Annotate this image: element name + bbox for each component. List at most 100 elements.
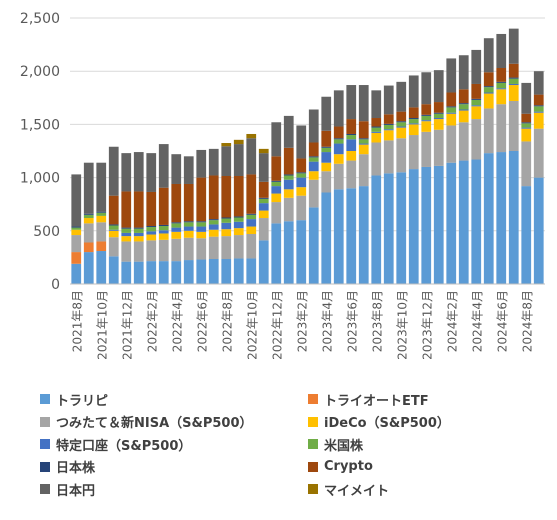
- bar-segment: [146, 227, 157, 232]
- bar-segment: [283, 115, 294, 148]
- bar-segment: [321, 192, 332, 284]
- bar-segment: [346, 119, 357, 134]
- bar-segment: [121, 228, 132, 233]
- bar-segment: [358, 85, 369, 122]
- x-tick-label: 2023年12月: [420, 290, 434, 360]
- bar-segment: [496, 68, 507, 82]
- legend-swatch: [40, 439, 50, 450]
- bar-segment: [446, 162, 457, 284]
- bar-segment: [508, 77, 519, 79]
- bar-segment: [171, 231, 182, 239]
- bar-segment: [233, 176, 244, 217]
- bar-segment: [271, 180, 282, 182]
- bar-segment: [171, 223, 182, 228]
- bar-segment: [383, 130, 394, 141]
- bar-segment: [296, 125, 307, 159]
- bar-segment: [408, 124, 419, 136]
- bar-segment: [196, 259, 207, 284]
- bar-segment: [133, 191, 144, 228]
- bar-segment: [458, 103, 469, 105]
- bar-segment: [208, 219, 219, 221]
- bar-segment: [283, 197, 294, 222]
- bar-segment: [233, 221, 244, 229]
- bar-segment: [371, 118, 382, 127]
- bar-segment: [171, 261, 182, 284]
- bar-segment: [383, 85, 394, 115]
- bar-segment: [458, 104, 469, 110]
- legend-label: 米国株: [324, 438, 364, 454]
- bar-segment: [496, 33, 507, 69]
- bar-segment: [246, 258, 257, 284]
- bar-segment: [383, 114, 394, 124]
- bar-segment: [233, 235, 244, 259]
- bar-segment: [371, 175, 382, 284]
- bar-segment: [121, 261, 132, 284]
- bar-segment: [308, 171, 319, 180]
- bar-segment: [458, 89, 469, 104]
- bar-segment: [221, 143, 232, 147]
- bar-segment: [233, 216, 244, 218]
- bar-segment: [183, 260, 194, 284]
- bar-segment: [333, 143, 344, 155]
- bar-segment: [258, 181, 269, 198]
- bar-segment: [196, 231, 207, 239]
- x-tick-label: 2021年8月: [70, 290, 84, 352]
- bar-segment: [371, 90, 382, 119]
- bar-segment: [433, 70, 444, 103]
- bar-segment: [96, 211, 107, 213]
- legend-swatch: [308, 439, 318, 450]
- bar-segment: [296, 177, 307, 188]
- bar-segment: [171, 222, 182, 224]
- bar-segment: [408, 123, 419, 125]
- bar-segment: [196, 238, 207, 260]
- legend-label: 特定口座（S&P500）: [56, 438, 192, 454]
- bar-segment: [83, 218, 94, 224]
- bar-segment: [233, 228, 244, 236]
- bar-segment: [321, 147, 332, 153]
- bar-segment: [96, 251, 107, 284]
- bar-segment: [396, 111, 407, 122]
- bar-segment: [508, 100, 519, 151]
- bar-segment: [321, 130, 332, 147]
- bar-segment: [396, 121, 407, 123]
- bar-segment: [108, 256, 119, 284]
- bar-segment: [196, 177, 207, 222]
- bar-segment: [358, 138, 369, 140]
- bar-segment: [321, 171, 332, 193]
- bar-segment: [508, 78, 519, 84]
- bar-segment: [258, 197, 269, 199]
- x-tick-label: 2022年10月: [245, 290, 259, 360]
- bar-segment: [108, 229, 119, 231]
- bar-segment: [283, 221, 294, 284]
- bar-segment: [233, 144, 244, 177]
- bar-segment: [471, 83, 482, 99]
- bar-segment: [483, 87, 494, 93]
- x-tick-label: 2023年2月: [295, 290, 309, 352]
- legend-swatch: [40, 394, 50, 405]
- x-tick-label: 2022年4月: [170, 290, 184, 352]
- x-tick-label: 2022年2月: [145, 290, 159, 352]
- bar-segment: [183, 237, 194, 261]
- x-tick-label: 2021年12月: [120, 290, 134, 360]
- bar-segment: [483, 72, 494, 87]
- bar-segment: [346, 151, 357, 161]
- bar-segment: [258, 203, 269, 211]
- bar-segment: [508, 151, 519, 284]
- bar-segment: [346, 139, 357, 151]
- legend-swatch: [40, 484, 50, 495]
- bar-segment: [408, 169, 419, 284]
- bar-segment: [483, 108, 494, 154]
- bar-segment: [533, 111, 544, 113]
- bar-segment: [283, 147, 294, 175]
- bar-segment: [296, 172, 307, 174]
- bar-segment: [221, 176, 232, 218]
- bar-segment: [508, 83, 519, 86]
- legend-swatch: [308, 416, 318, 427]
- bar-segment: [496, 88, 507, 90]
- bar-segment: [96, 215, 107, 223]
- bar-segment: [221, 218, 232, 223]
- bar-segment: [296, 195, 307, 221]
- bar-segment: [246, 133, 257, 139]
- legend-label: 日本円: [56, 483, 96, 499]
- bar-segment: [533, 105, 544, 107]
